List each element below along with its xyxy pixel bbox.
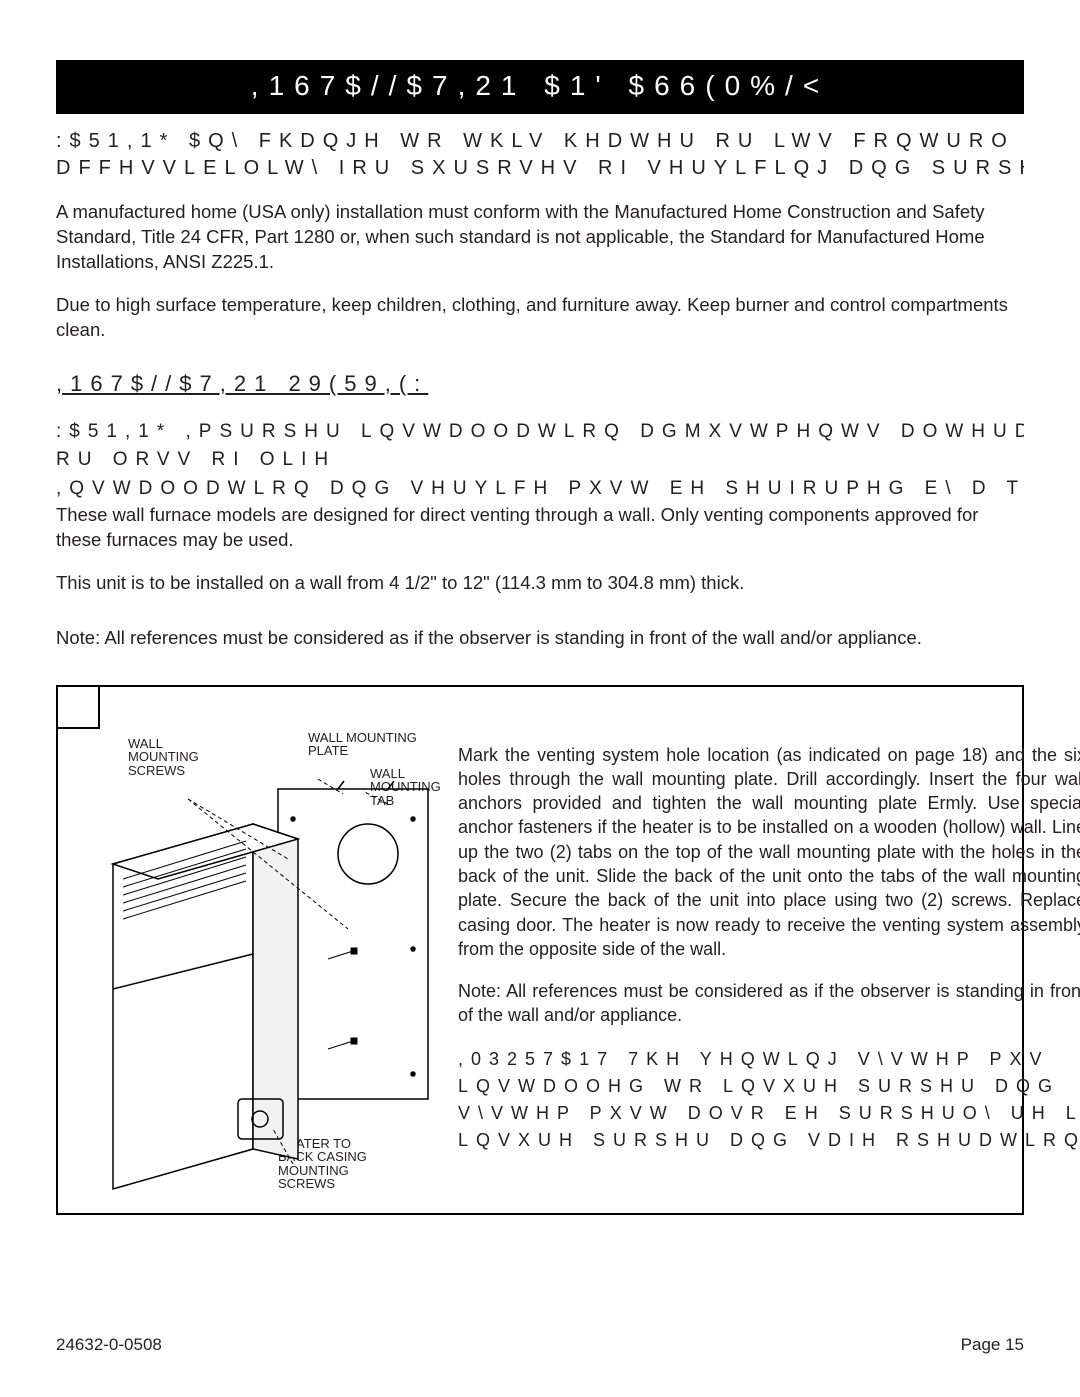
installation-overview-heading: ,167$//$7,21 29(59,(: [56, 371, 1024, 397]
paragraph-wall-thickness: This unit is to be installed on a wall f… [56, 571, 1024, 596]
paragraph-wall-furnace: These wall furnace models are designed f… [56, 503, 1024, 553]
page-container: ,167$//$7,21 $1' $66(0%/< :$51,1* $Q\ FK… [0, 0, 1080, 1395]
sub-warning-line-2: RU ORVV RI OLIH [56, 447, 1024, 474]
footer-page-number: Page 15 [961, 1335, 1024, 1355]
page-footer: 24632-0-0508 Page 15 [56, 1335, 1024, 1355]
section-title-bar: ,167$//$7,21 $1' $66(0%/< [56, 60, 1024, 114]
paragraph-manufactured-home: A manufactured home (USA only) installat… [56, 200, 1024, 275]
figure-box: WALLMOUNTINGSCREWS WALL MOUNTINGPLATE WA… [56, 685, 1024, 1215]
heater-diagram-icon [88, 729, 448, 1209]
footer-doc-number: 24632-0-0508 [56, 1335, 162, 1355]
figure-paragraph-note: Note: All references must be considered … [458, 979, 1080, 1028]
sub-warning-line-3: ,QVWDOODWLRQ DQG VHUYLFH PXVW EH SHUIRUP… [56, 476, 1024, 503]
important-line-2: LQVWDOOHG WR LQVXUH SURSHU DQG [458, 1073, 1080, 1100]
important-line-3: V\VWHP PXVW DOVR EH SURSHUO\ UH L [458, 1100, 1080, 1127]
figure-paragraph-instructions: Mark the venting system hole location (a… [458, 743, 1080, 962]
warning-paragraph: :$51,1* $Q\ FKDQJH WR WKLV KHDWHU RU LWV… [56, 128, 1024, 182]
paragraph-note-references: Note: All references must be considered … [56, 626, 1024, 651]
important-line-1: ,03257$17 7KH YHQWLQJ V\VWHP PXV [458, 1046, 1080, 1073]
paragraph-surface-temp: Due to high surface temperature, keep ch… [56, 293, 1024, 343]
sub-warning-line-1: :$51,1* ,PSURSHU LQVWDOODWLRQ DGMXVWPHQW… [56, 419, 1024, 446]
figure-text-column: Mark the venting system hole location (a… [458, 697, 1080, 1193]
important-line-4: LQVXUH SURSHU DQG VDIH RSHUDWLRQ [458, 1127, 1080, 1154]
diagram-column: WALLMOUNTINGSCREWS WALL MOUNTINGPLATE WA… [68, 697, 458, 1193]
